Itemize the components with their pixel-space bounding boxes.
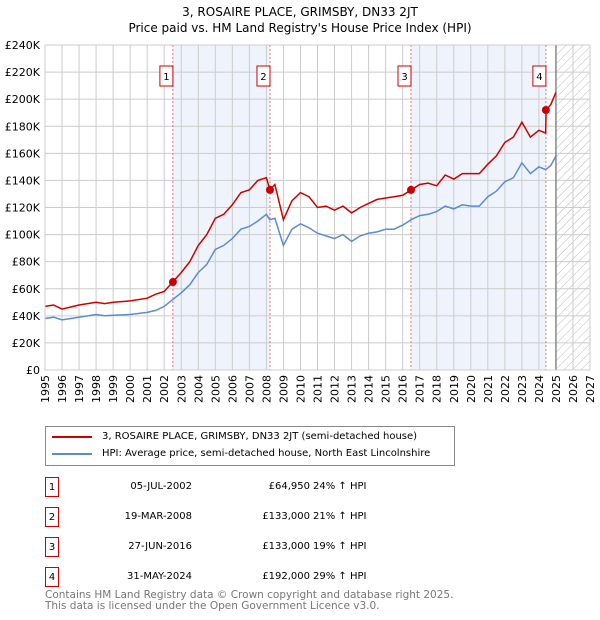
x-tick-label: 2024 [533, 375, 546, 403]
sale-price: £64,950 [268, 481, 310, 492]
sale-marker-label: 3 [401, 72, 407, 83]
sale-hpi-diff: 29% ↑ HPI [313, 571, 367, 582]
sale-marker-label: 1 [163, 72, 169, 83]
sale-marker-label: 2 [260, 72, 266, 83]
legend-property: 3, ROSAIRE PLACE, GRIMSBY, DN33 2JT (sem… [102, 431, 418, 442]
sale-marker-box [256, 65, 271, 87]
x-tick-label: 2014 [363, 375, 376, 403]
x-tick-label: 2002 [158, 375, 171, 403]
y-tick-label: £0 [26, 364, 40, 377]
sale-hpi-diff: 24% ↑ HPI [313, 481, 367, 492]
sale-row: 3 27-JUN-2016 £133,000 19% ↑ HPI [45, 537, 445, 557]
y-tick-label: £240K [5, 39, 41, 52]
x-tick-label: 2010 [294, 375, 307, 403]
legend: 3, ROSAIRE PLACE, GRIMSBY, DN33 2JT (sem… [45, 426, 455, 466]
hpi-line [44, 155, 557, 321]
sale-point [541, 106, 550, 114]
footer-line-2: This data is licensed under the Open Gov… [45, 600, 380, 612]
x-tick-label: 2001 [141, 375, 154, 403]
x-tick-label: 2003 [175, 375, 188, 403]
x-tick-label: 2026 [567, 375, 580, 403]
sale-price: £133,000 [262, 541, 310, 552]
x-tick-label: 2000 [124, 375, 137, 403]
x-tick-label: 2007 [243, 375, 256, 403]
sale-row: 2 19-MAR-2008 £133,000 21% ↑ HPI [45, 507, 445, 527]
x-tick-label: 2027 [584, 375, 597, 403]
y-tick-label: £80K [12, 256, 41, 269]
x-tick-label: 1996 [56, 375, 69, 403]
legend-red-line [52, 435, 92, 438]
plot-frame [44, 44, 591, 371]
y-tick-label: £200K [5, 93, 41, 106]
sale-marker-label: 4 [536, 72, 542, 83]
sale-marker-label: 2 [45, 507, 59, 527]
x-tick-label: 2018 [431, 375, 444, 403]
x-tick-label: 2025 [550, 375, 563, 403]
footer-line-1: Contains HM Land Registry data © Crown c… [45, 589, 454, 601]
sale-row: 4 31-MAY-2024 £192,000 29% ↑ HPI [45, 567, 445, 587]
sale-marker-box [397, 65, 412, 87]
y-tick-label: £120K [5, 202, 41, 215]
y-tick-label: £20K [12, 337, 41, 350]
y-tick-label: £160K [5, 147, 41, 160]
x-tick-label: 2004 [192, 375, 205, 403]
sale-marker-label: 1 [45, 477, 59, 497]
sale-date: 19-MAR-2008 [124, 511, 192, 522]
x-tick-label: 1998 [90, 375, 103, 403]
x-tick-label: 2016 [397, 375, 410, 403]
x-tick-label: 1997 [73, 375, 86, 403]
sale-point [265, 185, 274, 194]
x-tick-label: 2021 [482, 375, 495, 403]
sale-point [407, 185, 416, 194]
sale-date: 27-JUN-2016 [128, 541, 192, 552]
sale-point [168, 278, 177, 287]
sale-row: 1 05-JUL-2002 £64,950 24% ↑ HPI [45, 477, 445, 497]
sale-date: 05-JUL-2002 [130, 481, 192, 492]
x-tick-label: 2017 [414, 375, 427, 403]
sale-marker-label: 4 [45, 567, 59, 587]
x-tick-label: 2012 [329, 375, 342, 403]
legend-hpi: HPI: Average price, semi-detached house,… [102, 448, 431, 459]
x-tick-label: 2009 [277, 375, 290, 403]
x-tick-label: 2005 [209, 375, 222, 403]
sale-marker-label: 3 [45, 537, 59, 557]
x-tick-label: 1995 [39, 375, 52, 403]
x-tick-label: 2008 [260, 375, 273, 403]
footer: Contains HM Land Registry data © Crown c… [45, 590, 453, 612]
y-tick-label: £220K [5, 66, 41, 79]
y-tick-label: £60K [12, 283, 41, 296]
x-tick-label: 2019 [448, 375, 461, 403]
price-chart: 1995 1996 1997 1998 1999 2000 2001 2002 2003 2004… [5, 39, 597, 403]
sale-price: £192,000 [262, 571, 310, 582]
sale-marker-box [159, 65, 174, 87]
chart-subtitle: Price paid vs. HM Land Registry's House … [128, 21, 472, 35]
x-tick-label: 2011 [312, 375, 325, 403]
x-tick-label: 2015 [380, 375, 393, 403]
sale-price: £133,000 [262, 511, 310, 522]
sale-marker-box [532, 65, 547, 87]
x-tick-label: 2020 [465, 375, 478, 403]
legend-blue-line [52, 452, 92, 455]
x-tick-label: 2006 [226, 375, 239, 403]
y-tick-label: £40K [12, 310, 41, 323]
x-tick-label: 2022 [499, 375, 512, 403]
sale-hpi-diff: 21% ↑ HPI [313, 511, 367, 522]
y-tick-label: £100K [5, 229, 41, 242]
x-tick-label: 2023 [516, 375, 529, 403]
property-price-line [44, 92, 557, 310]
x-tick-label: 1999 [107, 375, 120, 403]
sale-hpi-diff: 19% ↑ HPI [313, 541, 367, 552]
y-tick-label: £180K [5, 120, 41, 133]
x-tick-label: 2013 [346, 375, 359, 403]
sale-date: 31-MAY-2024 [126, 571, 192, 582]
y-tick-label: £140K [5, 174, 41, 187]
chart-title: 3, ROSAIRE PLACE, GRIMSBY, DN33 2JT [182, 5, 418, 19]
